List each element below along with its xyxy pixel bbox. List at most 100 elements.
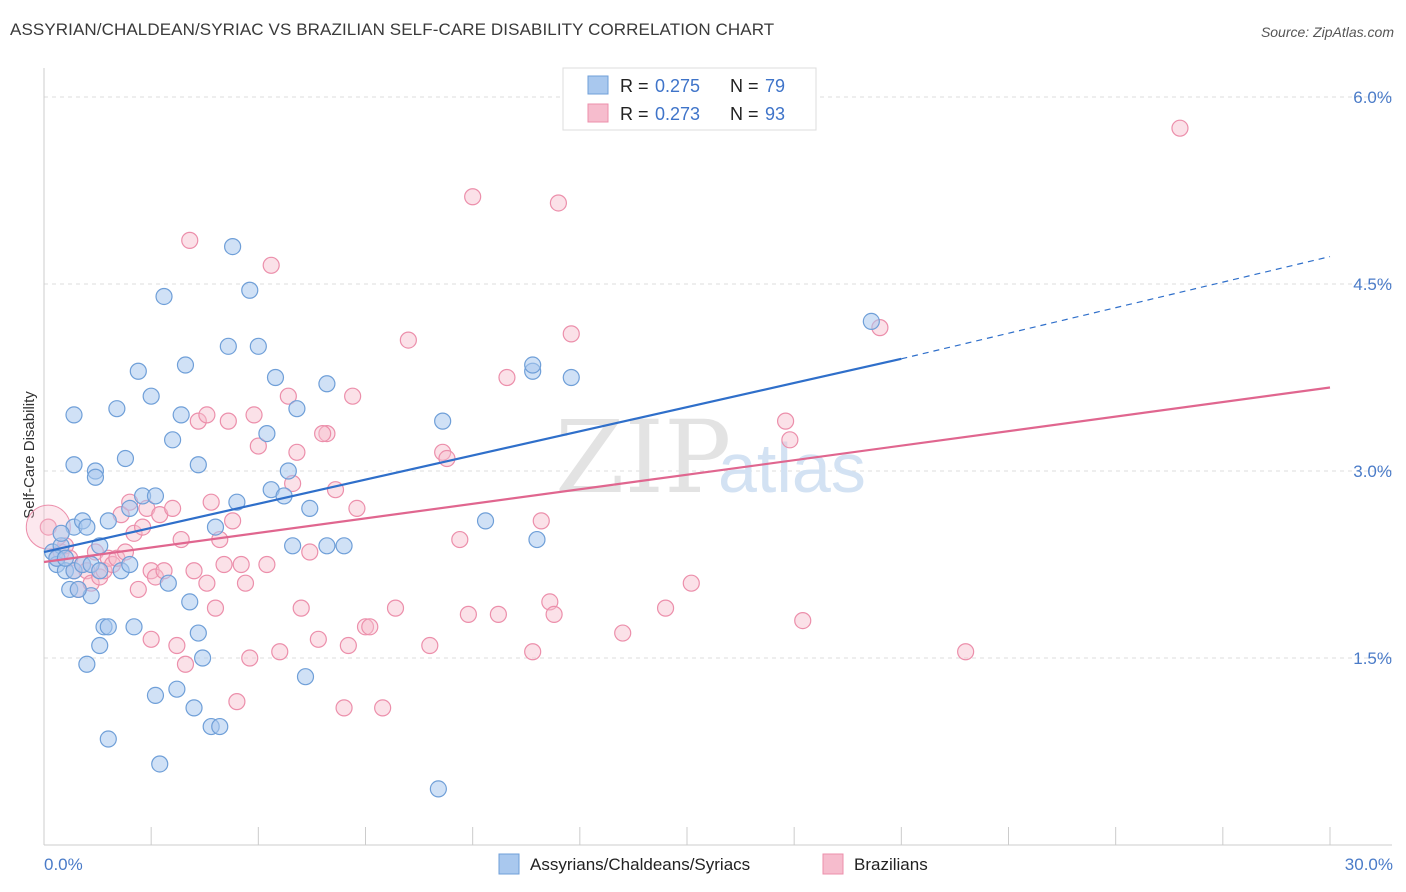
legend-r-value-1: 0.275 [655,76,700,96]
point-assyrians-66 [429,780,447,798]
point-assyrians-32 [142,387,160,405]
point-assyrians-10 [65,456,83,474]
bottom-legend-swatch-blue [498,853,520,875]
point-brazilians-31 [181,231,199,249]
point-brazilians-41 [228,693,246,711]
point-assyrians-45 [194,649,212,667]
point-brazilians-77 [549,194,568,212]
y-tick-label-2: 4.5% [1353,275,1392,294]
point-brazilians-32 [185,562,203,580]
point-brazilians-33 [189,412,207,430]
point-assyrians-48 [211,717,229,736]
point-brazilians-64 [374,699,392,717]
point-brazilians-63 [361,618,379,636]
point-brazilians-90 [314,425,332,443]
point-brazilians-66 [399,331,417,349]
point-brazilians-62 [356,618,375,636]
point-assyrians-44 [189,624,207,642]
point-assyrians-20 [91,636,109,655]
point-assyrians-33 [146,686,165,705]
point-brazilians-20 [129,580,147,599]
x-tick-label-1: 30.0% [1345,855,1393,874]
point-brazilians-89 [198,406,216,424]
point-brazilians-52 [288,443,306,461]
point-brazilians-53 [292,599,310,617]
point-brazilians-38 [215,555,233,574]
legend-n-label-1: N = [730,76,759,96]
point-brazilians-46 [249,437,267,455]
point-brazilians-55 [309,630,327,648]
point-assyrians-43 [185,699,203,717]
point-brazilians-92 [532,512,550,530]
point-brazilians-35 [202,493,220,511]
point-assyrians-50 [224,238,242,256]
point-brazilians-61 [348,499,366,517]
watermark: ZIP atlas [555,399,866,516]
legend-swatch-pink [587,103,609,123]
point-brazilians-87 [1171,119,1189,137]
point-assyrians-29 [125,618,143,636]
point-assyrians-24 [99,730,117,748]
point-brazilians-65 [386,599,405,617]
point-assyrians-76 [121,555,139,574]
legend-r-value-2: 0.273 [655,104,700,124]
point-brazilians-84 [794,611,812,630]
y-tick-label-1: 3.0% [1353,462,1392,481]
point-assyrians-75 [78,518,96,536]
point-assyrians-63 [318,537,336,555]
point-brazilians-79 [614,624,632,642]
point-assyrians-61 [296,668,315,686]
legend-r-label-2: R = [620,104,649,124]
point-brazilians-40 [224,512,242,530]
legend-swatch-blue [587,75,609,95]
point-assyrians-78 [189,456,207,474]
point-assyrians-64 [318,375,336,393]
point-assyrians-28 [121,499,139,517]
point-brazilians-44 [241,649,259,667]
point-brazilians-49 [271,643,289,661]
trend-assyrians-extension [901,255,1331,360]
point-brazilians-70 [459,605,477,623]
point-brazilians-74 [524,643,542,661]
point-brazilians-83 [781,431,799,449]
point-brazilians-72 [489,605,507,623]
bottom-legend: Assyrians/Chaldeans/Syriacs Brazilians [498,853,928,875]
point-brazilians-54 [301,543,319,561]
point-brazilians-78 [562,325,580,343]
chart-title: ASSYRIAN/CHALDEAN/SYRIAC VS BRAZILIAN SE… [10,20,775,39]
point-brazilians-47 [258,555,276,574]
point-assyrians-19 [78,655,96,673]
point-brazilians-56 [318,425,336,443]
point-brazilians-71 [464,188,482,206]
point-assyrians-52 [241,281,259,299]
point-assyrians-47 [206,518,225,536]
point-brazilians-50 [279,387,297,405]
point-brazilians-86 [957,643,975,661]
point-assyrians-68 [476,512,495,530]
point-assyrians-71 [528,530,546,549]
legend-r-label-1: R = [620,76,649,96]
point-assyrians-25 [108,400,126,418]
legend-n-value-1: 79 [765,76,785,96]
point-assyrians-22 [99,618,117,636]
point-assyrians-73 [862,312,880,330]
point-assyrians-11 [65,406,83,424]
point-assyrians-39 [168,680,186,698]
point-brazilians-76 [545,605,563,623]
grid-lines [44,96,1392,659]
point-assyrians-42 [181,593,199,611]
point-assyrians-56 [266,368,285,387]
point-assyrians-54 [258,425,276,443]
point-brazilians-27 [164,499,182,517]
bottom-legend-label-2: Brazilians [854,855,928,874]
point-assyrians-72 [562,368,580,387]
point-assyrians-41 [176,356,195,374]
axes [43,68,1392,846]
legend-n-value-2: 93 [765,104,785,124]
chart-source: Source: ZipAtlas.com [1260,24,1394,40]
y-tick-labels: 1.5% 3.0% 4.5% 6.0% [1353,88,1392,668]
point-assyrians-51 [228,493,246,511]
point-assyrians-38 [164,431,182,449]
point-brazilians-34 [198,574,216,592]
